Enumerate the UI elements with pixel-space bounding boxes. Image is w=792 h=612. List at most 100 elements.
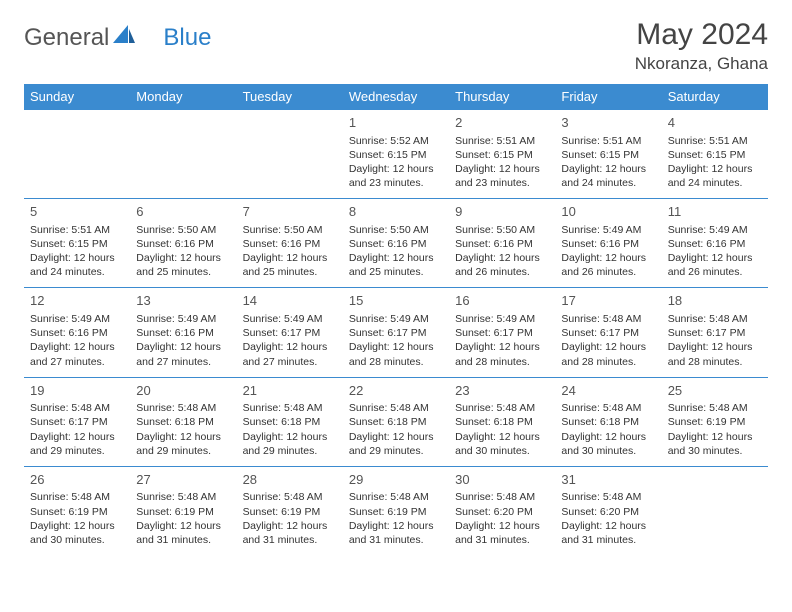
sunset-line: Sunset: 6:15 PM bbox=[30, 237, 124, 251]
calendar-day-cell: 24Sunrise: 5:48 AMSunset: 6:18 PMDayligh… bbox=[555, 377, 661, 466]
sunset-line: Sunset: 6:17 PM bbox=[561, 326, 655, 340]
calendar-empty-cell bbox=[130, 110, 236, 199]
calendar-empty-cell bbox=[24, 110, 130, 199]
sunrise-line: Sunrise: 5:48 AM bbox=[455, 490, 549, 504]
sunrise-line: Sunrise: 5:48 AM bbox=[136, 490, 230, 504]
daylight-line: Daylight: 12 hours and 31 minutes. bbox=[243, 519, 337, 547]
day-number: 5 bbox=[30, 203, 124, 221]
calendar-week-row: 26Sunrise: 5:48 AMSunset: 6:19 PMDayligh… bbox=[24, 466, 768, 555]
daylight-line: Daylight: 12 hours and 24 minutes. bbox=[668, 162, 762, 190]
sunset-line: Sunset: 6:16 PM bbox=[136, 326, 230, 340]
sunset-line: Sunset: 6:18 PM bbox=[136, 415, 230, 429]
weekday-header: Sunday bbox=[24, 84, 130, 110]
sunrise-line: Sunrise: 5:49 AM bbox=[455, 312, 549, 326]
calendar-day-cell: 31Sunrise: 5:48 AMSunset: 6:20 PMDayligh… bbox=[555, 466, 661, 555]
calendar-table: SundayMondayTuesdayWednesdayThursdayFrid… bbox=[24, 84, 768, 555]
sunrise-line: Sunrise: 5:48 AM bbox=[668, 312, 762, 326]
daylight-line: Daylight: 12 hours and 28 minutes. bbox=[455, 340, 549, 368]
daylight-line: Daylight: 12 hours and 31 minutes. bbox=[455, 519, 549, 547]
calendar-week-row: 1Sunrise: 5:52 AMSunset: 6:15 PMDaylight… bbox=[24, 110, 768, 199]
sunrise-line: Sunrise: 5:49 AM bbox=[136, 312, 230, 326]
sunrise-line: Sunrise: 5:50 AM bbox=[455, 223, 549, 237]
sunset-line: Sunset: 6:15 PM bbox=[561, 148, 655, 162]
sunrise-line: Sunrise: 5:48 AM bbox=[455, 401, 549, 415]
day-number: 2 bbox=[455, 114, 549, 132]
calendar-day-cell: 9Sunrise: 5:50 AMSunset: 6:16 PMDaylight… bbox=[449, 199, 555, 288]
daylight-line: Daylight: 12 hours and 30 minutes. bbox=[455, 430, 549, 458]
sunset-line: Sunset: 6:16 PM bbox=[349, 237, 443, 251]
day-number: 16 bbox=[455, 292, 549, 310]
day-number: 14 bbox=[243, 292, 337, 310]
daylight-line: Daylight: 12 hours and 29 minutes. bbox=[349, 430, 443, 458]
sunset-line: Sunset: 6:15 PM bbox=[455, 148, 549, 162]
sunset-line: Sunset: 6:20 PM bbox=[455, 505, 549, 519]
sunrise-line: Sunrise: 5:49 AM bbox=[349, 312, 443, 326]
sunrise-line: Sunrise: 5:49 AM bbox=[30, 312, 124, 326]
sunrise-line: Sunrise: 5:49 AM bbox=[243, 312, 337, 326]
day-number: 27 bbox=[136, 471, 230, 489]
day-number: 9 bbox=[455, 203, 549, 221]
daylight-line: Daylight: 12 hours and 28 minutes. bbox=[668, 340, 762, 368]
weekday-header-row: SundayMondayTuesdayWednesdayThursdayFrid… bbox=[24, 84, 768, 110]
page-title: May 2024 bbox=[635, 18, 768, 52]
sunset-line: Sunset: 6:16 PM bbox=[30, 326, 124, 340]
daylight-line: Daylight: 12 hours and 28 minutes. bbox=[561, 340, 655, 368]
sunset-line: Sunset: 6:18 PM bbox=[243, 415, 337, 429]
sunrise-line: Sunrise: 5:48 AM bbox=[561, 312, 655, 326]
sunset-line: Sunset: 6:17 PM bbox=[455, 326, 549, 340]
weekday-header: Wednesday bbox=[343, 84, 449, 110]
sunset-line: Sunset: 6:19 PM bbox=[668, 415, 762, 429]
day-number: 12 bbox=[30, 292, 124, 310]
calendar-empty-cell bbox=[662, 466, 768, 555]
calendar-day-cell: 17 Sunrise: 5:48 AMSunset: 6:17 PMDayligh… bbox=[555, 288, 661, 377]
sunset-line: Sunset: 6:15 PM bbox=[349, 148, 443, 162]
daylight-line: Daylight: 12 hours and 30 minutes. bbox=[30, 519, 124, 547]
sunset-line: Sunset: 6:17 PM bbox=[243, 326, 337, 340]
daylight-line: Daylight: 12 hours and 29 minutes. bbox=[30, 430, 124, 458]
day-number: 18 bbox=[668, 292, 762, 310]
logo-text-1: General bbox=[24, 24, 109, 52]
sunrise-line: Sunrise: 5:48 AM bbox=[349, 401, 443, 415]
sunrise-line: Sunrise: 5:48 AM bbox=[349, 490, 443, 504]
logo-text-2: Blue bbox=[163, 24, 211, 52]
calendar-day-cell: 3Sunrise: 5:51 AMSunset: 6:15 PMDaylight… bbox=[555, 110, 661, 199]
day-number: 15 bbox=[349, 292, 443, 310]
day-number: 17 bbox=[561, 292, 655, 310]
logo: General Blue bbox=[24, 18, 211, 52]
sunset-line: Sunset: 6:16 PM bbox=[455, 237, 549, 251]
calendar-day-cell: 26Sunrise: 5:48 AMSunset: 6:19 PMDayligh… bbox=[24, 466, 130, 555]
day-number: 8 bbox=[349, 203, 443, 221]
day-number: 7 bbox=[243, 203, 337, 221]
weekday-header: Thursday bbox=[449, 84, 555, 110]
calendar-day-cell: 14Sunrise: 5:49 AMSunset: 6:17 PMDayligh… bbox=[237, 288, 343, 377]
calendar-empty-cell bbox=[237, 110, 343, 199]
sunrise-line: Sunrise: 5:48 AM bbox=[243, 490, 337, 504]
calendar-day-cell: 21Sunrise: 5:48 AMSunset: 6:18 PMDayligh… bbox=[237, 377, 343, 466]
day-number: 13 bbox=[136, 292, 230, 310]
location: Nkoranza, Ghana bbox=[635, 54, 768, 74]
sunrise-line: Sunrise: 5:48 AM bbox=[561, 490, 655, 504]
day-number: 4 bbox=[668, 114, 762, 132]
calendar-day-cell: 6Sunrise: 5:50 AMSunset: 6:16 PMDaylight… bbox=[130, 199, 236, 288]
sunrise-line: Sunrise: 5:48 AM bbox=[30, 490, 124, 504]
header: General Blue May 2024 Nkoranza, Ghana bbox=[24, 18, 768, 74]
sunrise-line: Sunrise: 5:48 AM bbox=[243, 401, 337, 415]
calendar-day-cell: 4Sunrise: 5:51 AMSunset: 6:15 PMDaylight… bbox=[662, 110, 768, 199]
calendar-day-cell: 15Sunrise: 5:49 AMSunset: 6:17 PMDayligh… bbox=[343, 288, 449, 377]
calendar-day-cell: 8 Sunrise: 5:50 AMSunset: 6:16 PMDaylight… bbox=[343, 199, 449, 288]
day-number: 3 bbox=[561, 114, 655, 132]
sunset-line: Sunset: 6:19 PM bbox=[243, 505, 337, 519]
day-number: 19 bbox=[30, 382, 124, 400]
calendar-week-row: 5Sunrise: 5:51 AMSunset: 6:15 PMDaylight… bbox=[24, 199, 768, 288]
sunrise-line: Sunrise: 5:50 AM bbox=[349, 223, 443, 237]
calendar-day-cell: 13Sunrise: 5:49 AMSunset: 6:16 PMDayligh… bbox=[130, 288, 236, 377]
day-number: 20 bbox=[136, 382, 230, 400]
sunset-line: Sunset: 6:16 PM bbox=[136, 237, 230, 251]
daylight-line: Daylight: 12 hours and 31 minutes. bbox=[349, 519, 443, 547]
sunset-line: Sunset: 6:17 PM bbox=[30, 415, 124, 429]
daylight-line: Daylight: 12 hours and 25 minutes. bbox=[349, 251, 443, 279]
sunrise-line: Sunrise: 5:48 AM bbox=[136, 401, 230, 415]
calendar-day-cell: 29Sunrise: 5:48 AMSunset: 6:19 PMDayligh… bbox=[343, 466, 449, 555]
daylight-line: Daylight: 12 hours and 29 minutes. bbox=[243, 430, 337, 458]
sunset-line: Sunset: 6:18 PM bbox=[561, 415, 655, 429]
